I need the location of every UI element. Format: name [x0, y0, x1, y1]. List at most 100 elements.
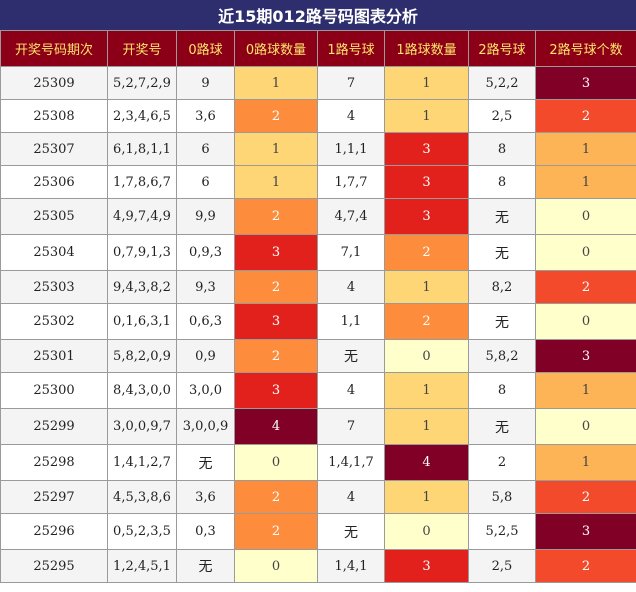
table-row: 25297 4,5,3,8,6 3,6 2 4 1 5,8 2 — [0, 480, 636, 514]
cell-road0-count: 1 — [234, 132, 318, 166]
table-row: 25304 0,7,9,1,3 0,9,3 3 7,1 2 无 0 — [0, 234, 636, 271]
cell-road2-count: 0 — [535, 303, 636, 340]
cell-road1-balls: 7 — [317, 66, 385, 100]
cell-period: 25300 — [0, 372, 108, 409]
table-row: 25302 0,1,6,3,1 0,6,3 3 1,1 2 无 0 — [0, 303, 636, 340]
cell-period: 25306 — [0, 165, 108, 199]
cell-road0-balls: 6 — [176, 165, 235, 199]
cell-road1-balls: 4 — [317, 99, 385, 133]
cell-road1-balls: 1,4,1 — [317, 549, 385, 583]
cell-road1-count: 1 — [384, 99, 469, 133]
header-draw-numbers: 开奖号 — [107, 30, 177, 67]
cell-period: 25295 — [0, 549, 108, 583]
cell-period: 25304 — [0, 234, 108, 271]
cell-road2-balls: 5,8,2 — [468, 339, 536, 373]
cell-draw-numbers: 9,4,3,8,2 — [107, 270, 177, 304]
cell-road1-count: 3 — [384, 549, 469, 583]
table-row: 25300 8,4,3,0,0 3,0,0 3 4 1 8 1 — [0, 372, 636, 409]
analysis-table: 开奖号码期次 开奖号 0路球 0路球数量 1路号球 1路球数量 2路号球 2路号… — [0, 30, 636, 583]
cell-period: 25305 — [0, 198, 108, 235]
cell-road2-count: 1 — [535, 132, 636, 166]
cell-period: 25309 — [0, 66, 108, 100]
cell-road1-count: 3 — [384, 165, 469, 199]
cell-road0-count: 1 — [234, 165, 318, 199]
cell-road0-count: 3 — [234, 303, 318, 340]
cell-road2-balls: 8 — [468, 372, 536, 409]
cell-road0-count: 1 — [234, 66, 318, 100]
cell-road0-balls: 9,9 — [176, 198, 235, 235]
cell-draw-numbers: 1,7,8,6,7 — [107, 165, 177, 199]
cell-road0-count: 2 — [234, 339, 318, 373]
cell-draw-numbers: 0,5,2,3,5 — [107, 513, 177, 550]
cell-road1-balls: 1,7,7 — [317, 165, 385, 199]
cell-road0-balls: 6 — [176, 132, 235, 166]
cell-road2-balls: 8 — [468, 165, 536, 199]
cell-draw-numbers: 0,7,9,1,3 — [107, 234, 177, 271]
cell-road2-count: 2 — [535, 549, 636, 583]
cell-road1-count: 2 — [384, 234, 469, 271]
cell-road1-balls: 1,1 — [317, 303, 385, 340]
cell-draw-numbers: 8,4,3,0,0 — [107, 372, 177, 409]
header-road2-count: 2路号球个数 — [535, 30, 636, 67]
cell-road0-count: 3 — [234, 372, 318, 409]
cell-road1-count: 0 — [384, 513, 469, 550]
cell-road2-balls: 2,5 — [468, 549, 536, 583]
cell-draw-numbers: 2,3,4,6,5 — [107, 99, 177, 133]
cell-road2-balls: 2 — [468, 444, 536, 481]
cell-road2-count: 1 — [535, 444, 636, 481]
cell-road1-count: 4 — [384, 444, 469, 481]
cell-road1-count: 1 — [384, 66, 469, 100]
cell-period: 25297 — [0, 480, 108, 514]
cell-period: 25301 — [0, 339, 108, 373]
cell-road2-count: 1 — [535, 372, 636, 409]
cell-period: 25307 — [0, 132, 108, 166]
cell-road2-balls: 5,2,2 — [468, 66, 536, 100]
cell-road2-balls: 无 — [468, 234, 536, 271]
cell-draw-numbers: 4,5,3,8,6 — [107, 480, 177, 514]
cell-road1-count: 0 — [384, 339, 469, 373]
cell-road0-count: 2 — [234, 513, 318, 550]
cell-road0-balls: 3,0,0 — [176, 372, 235, 409]
table-row: 25298 1,4,1,2,7 无 0 1,4,1,7 4 2 1 — [0, 444, 636, 481]
cell-road0-balls: 0,6,3 — [176, 303, 235, 340]
cell-road0-count: 2 — [234, 198, 318, 235]
cell-road2-count: 1 — [535, 165, 636, 199]
cell-road1-balls: 7 — [317, 408, 385, 445]
cell-road0-count: 0 — [234, 549, 318, 583]
table-row: 25308 2,3,4,6,5 3,6 2 4 1 2,5 2 — [0, 99, 636, 133]
cell-road0-count: 2 — [234, 270, 318, 304]
cell-road1-balls: 无 — [317, 339, 385, 373]
cell-road0-balls: 3,6 — [176, 99, 235, 133]
table-row: 25301 5,8,2,0,9 0,9 2 无 0 5,8,2 3 — [0, 339, 636, 373]
cell-road0-count: 4 — [234, 408, 318, 445]
table-row: 25305 4,9,7,4,9 9,9 2 4,7,4 3 无 0 — [0, 198, 636, 235]
cell-road1-balls: 4 — [317, 480, 385, 514]
cell-period: 25298 — [0, 444, 108, 481]
cell-road1-count: 1 — [384, 270, 469, 304]
cell-road1-count: 3 — [384, 132, 469, 166]
cell-road1-balls: 4 — [317, 372, 385, 409]
header-road1-balls: 1路号球 — [317, 30, 385, 67]
header-row: 开奖号码期次 开奖号 0路球 0路球数量 1路号球 1路球数量 2路号球 2路号… — [0, 30, 636, 67]
cell-road0-balls: 无 — [176, 444, 235, 481]
cell-period: 25296 — [0, 513, 108, 550]
header-road0-count: 0路球数量 — [234, 30, 318, 67]
cell-road1-count: 3 — [384, 198, 469, 235]
table-row: 25307 6,1,8,1,1 6 1 1,1,1 3 8 1 — [0, 132, 636, 166]
table-row: 25306 1,7,8,6,7 6 1 1,7,7 3 8 1 — [0, 165, 636, 199]
cell-road1-balls: 4 — [317, 270, 385, 304]
table-row: 25303 9,4,3,8,2 9,3 2 4 1 8,2 2 — [0, 270, 636, 304]
cell-draw-numbers: 1,2,4,5,1 — [107, 549, 177, 583]
cell-road2-count: 2 — [535, 99, 636, 133]
cell-road1-count: 1 — [384, 480, 469, 514]
cell-road0-balls: 0,9,3 — [176, 234, 235, 271]
cell-road1-balls: 1,1,1 — [317, 132, 385, 166]
cell-road0-balls: 9 — [176, 66, 235, 100]
cell-road1-balls: 1,4,1,7 — [317, 444, 385, 481]
cell-road1-count: 1 — [384, 408, 469, 445]
chart-title: 近15期012路号码图表分析 — [0, 0, 636, 30]
cell-road2-count: 2 — [535, 480, 636, 514]
cell-road0-balls: 0,9 — [176, 339, 235, 373]
table-row: 25299 3,0,0,9,7 3,0,0,9 4 7 1 无 0 — [0, 408, 636, 445]
cell-road2-count: 0 — [535, 198, 636, 235]
